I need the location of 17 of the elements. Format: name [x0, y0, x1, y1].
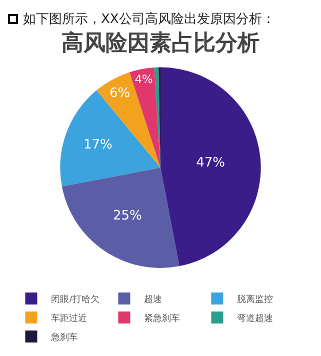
data-label: 25% — [113, 208, 142, 224]
pie-slice — [160, 67, 261, 266]
legend-label: 闭眼/打哈欠 — [51, 292, 100, 306]
pie-slice — [129, 67, 160, 168]
legend-label: 车距过近 — [51, 311, 88, 324]
data-label: 6% — [109, 86, 130, 102]
pie-slice — [62, 168, 180, 268]
data-label: 17% — [83, 138, 112, 153]
legend-label: 脱离监控 — [237, 292, 274, 306]
chart-subtitle: 如下图所示，XX公司高风险出发原因分析： — [23, 11, 275, 28]
legend-label: 弯道超速 — [237, 311, 274, 324]
legend-label: 紧急刹车 — [144, 311, 180, 324]
chart-title: 高风险因素占比分析 — [62, 30, 260, 56]
legend-label: 超速 — [144, 292, 162, 306]
data-label: 47% — [196, 155, 226, 170]
legend-label: 急刹车 — [50, 330, 78, 344]
data-label: 4% — [134, 72, 154, 86]
